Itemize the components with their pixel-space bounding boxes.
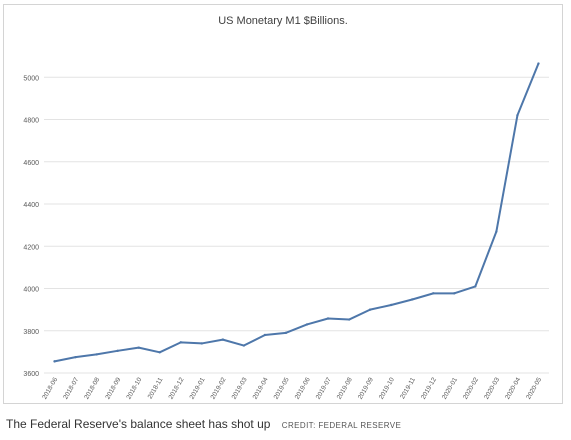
x-tick-label: 2020-01 [441, 376, 459, 400]
y-tick-label: 4400 [23, 202, 39, 209]
data-point [284, 331, 288, 335]
y-tick-label: 4800 [23, 118, 39, 125]
x-tick-label: 2019-05 [273, 376, 291, 400]
y-tick-label: 3600 [23, 371, 39, 378]
y-tick-label: 4000 [23, 287, 39, 294]
data-point [537, 62, 540, 65]
x-tick-label: 2018-10 [125, 376, 143, 400]
y-tick-label: 4600 [23, 160, 39, 167]
x-tick-label: 2019-07 [315, 376, 333, 400]
x-tick-label: 2018-09 [104, 376, 122, 400]
data-point [516, 114, 519, 117]
x-tick-label: 2019-04 [252, 376, 270, 400]
x-tick-label: 2019-02 [210, 376, 228, 400]
data-point [411, 298, 414, 301]
x-tick-label: 2018-11 [147, 376, 165, 400]
x-tick-label: 2018-07 [62, 376, 80, 400]
data-point [242, 344, 246, 347]
data-point [453, 292, 456, 295]
data-point [368, 308, 372, 311]
x-tick-label: 2020-03 [483, 376, 501, 400]
data-point [116, 349, 119, 353]
data-point [200, 342, 204, 345]
x-tick-label: 2018-08 [83, 376, 101, 400]
data-point [95, 353, 98, 356]
data-point [495, 230, 498, 233]
y-tick-label: 4200 [23, 244, 39, 251]
x-tick-label: 2018-06 [41, 376, 59, 400]
data-point [389, 303, 393, 307]
data-point [347, 318, 351, 321]
x-tick-label: 2020-04 [504, 376, 522, 400]
data-point [305, 323, 309, 326]
chart-title: US Monetary M1 $Billions. [218, 15, 348, 27]
x-tick-label: 2020-05 [525, 376, 543, 400]
y-tick-label: 3800 [23, 329, 39, 336]
data-point [326, 317, 330, 320]
data-point [137, 346, 140, 349]
data-point [221, 338, 225, 341]
x-tick-label: 2019-01 [189, 376, 207, 400]
caption-text: The Federal Reserve's balance sheet has … [6, 417, 271, 431]
data-point [432, 292, 435, 295]
chart-frame: US Monetary M1 $Billions. 3600 3800 4000 42… [3, 4, 563, 404]
x-tick-label: 2019-08 [336, 376, 354, 400]
series-line [54, 63, 540, 363]
y-tick-label: 5000 [23, 75, 39, 82]
data-point [74, 355, 77, 359]
caption-credit: CREDIT: FEDERAL RESERVE [281, 421, 402, 430]
x-tick-label: 2019-03 [231, 376, 249, 400]
data-point [263, 333, 267, 337]
x-tick-label: 2019-09 [357, 376, 375, 400]
x-tick-label: 2020-02 [462, 376, 480, 400]
data-point [474, 285, 477, 288]
x-tick-label: 2019-06 [294, 376, 312, 400]
x-tick-label: 2018-12 [168, 376, 186, 400]
data-point [179, 341, 182, 344]
x-tick-label: 2019-10 [378, 376, 396, 400]
caption: The Federal Reserve's balance sheet has … [6, 417, 401, 431]
x-tick-label: 2019-11 [399, 376, 417, 400]
data-point [158, 351, 161, 354]
data-point [53, 360, 56, 363]
x-tick-label: 2019-12 [420, 376, 438, 400]
